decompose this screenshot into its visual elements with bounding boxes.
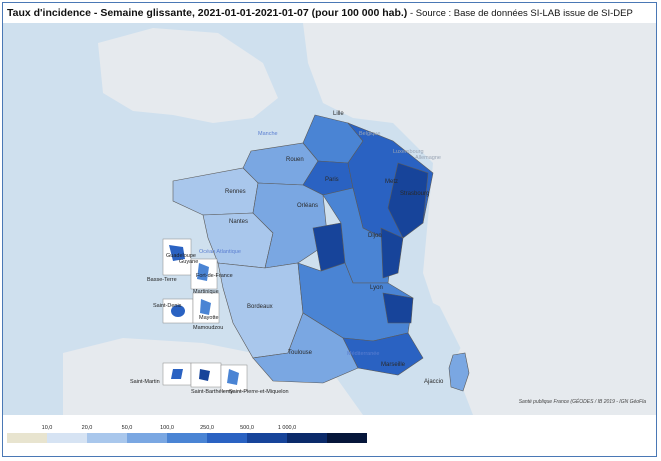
region-isere: [382, 292, 414, 324]
city-toulouse: Toulouse: [288, 350, 313, 356]
legend-threshold-label: 50,0: [122, 425, 133, 431]
legend-threshold-label: 20,0: [82, 425, 93, 431]
city-orleans: Orléans: [297, 203, 318, 209]
map-title: Taux d'incidence - Semaine glissante, 20…: [3, 3, 660, 23]
italy-land: [433, 283, 603, 415]
city-rennes: Rennes: [225, 189, 246, 195]
country-allemagne: Allemagne: [415, 155, 441, 161]
city-labels: Lille Rouen Paris Metz Strasbourg Rennes…: [225, 111, 444, 385]
label-guyane: Guyane: [179, 259, 198, 265]
title-text: Taux d'incidence - Semaine glissante, 20…: [7, 7, 408, 19]
legend-swatch: [167, 433, 207, 443]
uk-land: [98, 28, 278, 123]
label-spm: Saint-Pierre-et-Miquelon: [229, 389, 289, 395]
city-metz: Metz: [385, 179, 398, 185]
label-saint-denis: Saint-Denis: [153, 303, 182, 309]
label-saint-barthelemy: Saint-Barthélemy: [191, 389, 233, 395]
sea-atlantique: Océan Atlantique: [199, 249, 241, 255]
france-mainland: [172, 114, 434, 384]
sea-labels: Manche Océan Atlantique Méditerranée: [199, 131, 379, 357]
source-text: - Source : Base de données SI-LAB issue …: [407, 8, 633, 19]
map-canvas[interactable]: Lille Rouen Paris Metz Strasbourg Rennes…: [3, 23, 656, 415]
label-fort-de-france: Fort-de-France: [196, 273, 233, 279]
label-mayotte: Mayotte: [199, 315, 219, 321]
city-rouen: Rouen: [286, 157, 304, 163]
country-belgique: Belgique: [359, 131, 380, 137]
legend-threshold-label: 10,0: [42, 425, 53, 431]
legend-swatch: [47, 433, 87, 443]
label-basse-terre: Basse-Terre: [147, 277, 177, 283]
sea-mediterranee: Méditerranée: [347, 351, 379, 357]
continent-land: [303, 23, 656, 415]
corsica: [448, 352, 470, 392]
label-martinique: Martinique: [193, 289, 219, 295]
legend-threshold-label: 1 000,0: [278, 425, 296, 431]
city-bordeaux: Bordeaux: [247, 304, 273, 310]
city-marseille: Marseille: [381, 362, 406, 368]
label-saint-martin: Saint-Martin: [130, 379, 160, 385]
legend-threshold-label: 100,0: [160, 425, 174, 431]
legend-swatch: [207, 433, 247, 443]
legend-swatch: [87, 433, 127, 443]
credit-text: Santé publique France (GÉODES / IB 2019 …: [518, 399, 646, 405]
legend-swatch: [247, 433, 287, 443]
sea-manche: Manche: [258, 131, 278, 137]
map-frame: Taux d'incidence - Semaine glissante, 20…: [2, 2, 657, 457]
city-lyon: Lyon: [370, 285, 383, 291]
legend-swatch: [287, 433, 327, 443]
legend-threshold-label: 250,0: [200, 425, 214, 431]
country-labels: Belgique Luxembourg Allemagne: [359, 131, 441, 161]
region-paca: [342, 332, 424, 376]
city-strasbourg: Strasbourg: [400, 191, 429, 197]
city-nantes: Nantes: [229, 219, 248, 225]
city-paris: Paris: [325, 177, 339, 183]
region-alsace: [387, 162, 429, 239]
city-ajaccio: Ajaccio: [424, 379, 444, 385]
city-lille: Lille: [333, 111, 344, 117]
legend-swatch: [327, 433, 367, 443]
color-legend: 10,0 20,0 50,0 100,0 250,0 500,0 1 000,0: [7, 425, 367, 443]
overseas-labels: Guadeloupe Martinique Guyane Mayotte Sai…: [130, 253, 289, 395]
label-mamoudzou: Mamoudzou: [193, 325, 223, 331]
legend-swatch: [127, 433, 167, 443]
overseas-insets: [162, 238, 248, 392]
city-dijon: Dijon: [368, 233, 382, 239]
legend-swatch: [7, 433, 47, 443]
legend-threshold-label: 500,0: [240, 425, 254, 431]
label-guadeloupe: Guadeloupe: [166, 253, 196, 259]
country-luxembourg: Luxembourg: [393, 149, 424, 155]
region-doubs: [380, 227, 404, 279]
